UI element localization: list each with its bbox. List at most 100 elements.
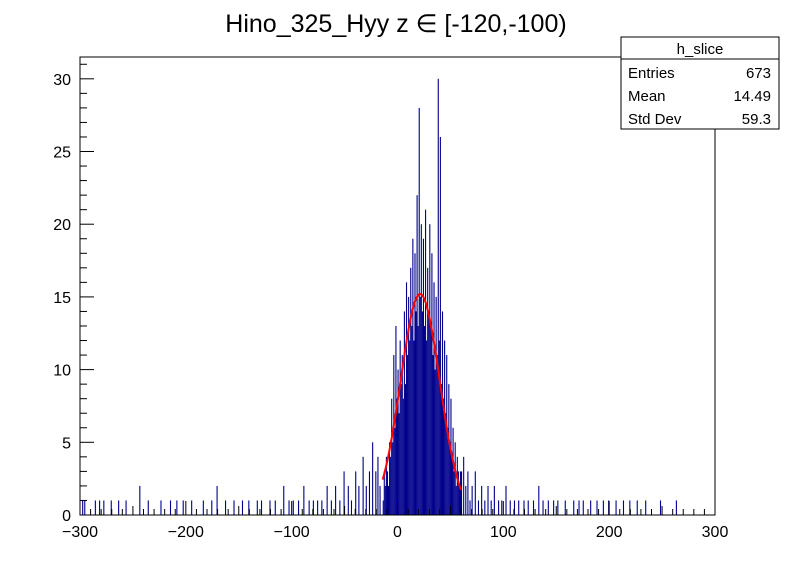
histogram-bin — [347, 485, 349, 515]
histogram-bin — [403, 311, 405, 515]
histogram-bin — [398, 413, 400, 515]
histogram-bin — [377, 456, 379, 515]
histogram-bin — [436, 355, 438, 515]
x-tick-label: −300 — [62, 524, 98, 541]
histogram-bin — [553, 500, 555, 515]
histogram-bin — [454, 442, 456, 515]
histogram-bin — [423, 325, 426, 515]
histogram-bin — [392, 442, 394, 515]
histogram-bin — [169, 500, 172, 515]
histogram-bin — [457, 471, 459, 515]
histogram-bin — [461, 471, 463, 515]
histogram-bin — [481, 485, 483, 515]
histogram-bin — [339, 500, 341, 515]
stats-mean-label: Mean — [628, 88, 666, 105]
histogram-bin — [477, 500, 480, 515]
histogram-bin — [308, 500, 310, 515]
histogram-bin — [411, 325, 413, 515]
histogram-bin — [422, 238, 424, 515]
stats-mean-value: 14.49 — [733, 88, 771, 105]
histogram-bin — [372, 442, 374, 515]
histogram-bin — [419, 296, 421, 515]
histogram-bin — [573, 500, 575, 515]
histogram-bin — [379, 485, 381, 515]
histogram-bin — [428, 311, 430, 515]
histogram-bin — [437, 78, 439, 516]
histogram-bin — [355, 471, 357, 515]
histogram-bin — [509, 500, 511, 515]
histogram-bin — [84, 500, 86, 515]
histogram-bin — [523, 500, 525, 515]
histogram-bin — [94, 500, 96, 515]
histogram-bin — [330, 500, 332, 515]
histogram-bin — [139, 485, 141, 515]
histogram-bin — [401, 355, 403, 515]
y-tick-label: 15 — [53, 290, 71, 307]
histogram-bin — [176, 500, 178, 515]
histogram-bin — [248, 500, 250, 515]
histogram-bin — [233, 500, 235, 515]
histogram-bin — [191, 500, 193, 515]
histogram-bin — [582, 500, 584, 515]
histogram-bin — [241, 500, 244, 515]
histogram-bin — [487, 485, 489, 515]
histogram-bin — [596, 500, 598, 515]
histogram-bin — [474, 471, 476, 515]
histogram-bin — [469, 500, 471, 515]
histogram-bin — [467, 471, 469, 515]
x-tick-label: 0 — [393, 524, 402, 541]
histogram-bin — [498, 500, 500, 515]
histogram-bin — [564, 500, 566, 515]
histogram-bin — [362, 456, 364, 515]
histogram-bin — [418, 107, 420, 515]
histogram-bin — [414, 253, 416, 516]
histogram-bin — [557, 500, 559, 515]
histogram-bin — [615, 500, 617, 515]
histogram-bin — [443, 398, 445, 515]
histogram-bin — [383, 471, 385, 515]
histogram-bin — [409, 340, 411, 515]
histogram-bin — [386, 471, 389, 515]
histogram-bin — [99, 500, 101, 515]
histogram-bin — [452, 427, 454, 515]
histogram-bin — [431, 253, 433, 516]
stats-box: h_slice Entries 673 Mean 14.49 Std Dev 5… — [620, 36, 780, 130]
histogram-bin — [417, 325, 419, 515]
chart-title: Hino_325_Hyy z ∈ [-120,-100) — [225, 10, 566, 38]
histogram-bin — [463, 456, 465, 515]
histogram-bin — [298, 500, 300, 515]
histogram-bin — [547, 500, 549, 515]
histogram-bin — [402, 398, 404, 515]
stats-stddev-value: 59.3 — [742, 111, 771, 128]
histogram-bin — [456, 456, 458, 515]
chart-title-range: [-120,-100) — [437, 10, 566, 38]
histogram-bin — [532, 500, 535, 515]
histogram-bin — [433, 282, 435, 515]
histogram-bars — [82, 78, 677, 516]
histogram-bin — [420, 224, 422, 515]
histogram-bin — [505, 485, 507, 515]
histogram-bin — [350, 500, 353, 515]
histogram-bin — [449, 442, 451, 515]
histogram-bin — [321, 500, 323, 515]
histogram-bin — [382, 500, 384, 515]
histogram-bin — [160, 500, 162, 515]
histogram-bin — [390, 456, 392, 515]
histogram-bin — [118, 500, 120, 515]
histogram-bin — [400, 384, 402, 515]
histogram-bin — [283, 485, 285, 515]
histogram-bin — [147, 500, 149, 515]
histogram-bin — [202, 500, 204, 515]
histogram-bin — [501, 500, 503, 515]
histogram-bin — [393, 355, 395, 515]
histogram-bin — [404, 384, 407, 515]
histogram-bin — [413, 340, 415, 515]
histogram-bin — [438, 340, 440, 515]
histogram-bin — [256, 500, 258, 515]
histogram-bin — [602, 500, 604, 515]
histogram-bin — [182, 500, 184, 515]
histogram-bin — [365, 485, 367, 515]
stats-box-frame — [620, 36, 780, 130]
stats-box-title: h_slice — [677, 41, 724, 58]
